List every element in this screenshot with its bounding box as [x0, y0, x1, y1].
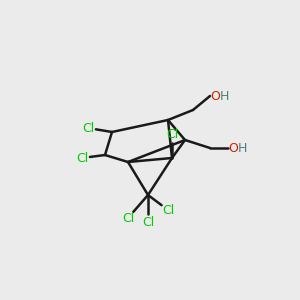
Text: Cl: Cl	[142, 215, 154, 229]
Text: Cl: Cl	[82, 122, 94, 134]
Text: O: O	[228, 142, 238, 154]
Text: Cl: Cl	[166, 128, 178, 142]
Text: Cl: Cl	[162, 203, 174, 217]
Text: Cl: Cl	[122, 212, 134, 224]
Text: Cl: Cl	[76, 152, 88, 164]
Text: O: O	[210, 89, 220, 103]
Text: H: H	[220, 89, 230, 103]
Text: H: H	[238, 142, 247, 154]
